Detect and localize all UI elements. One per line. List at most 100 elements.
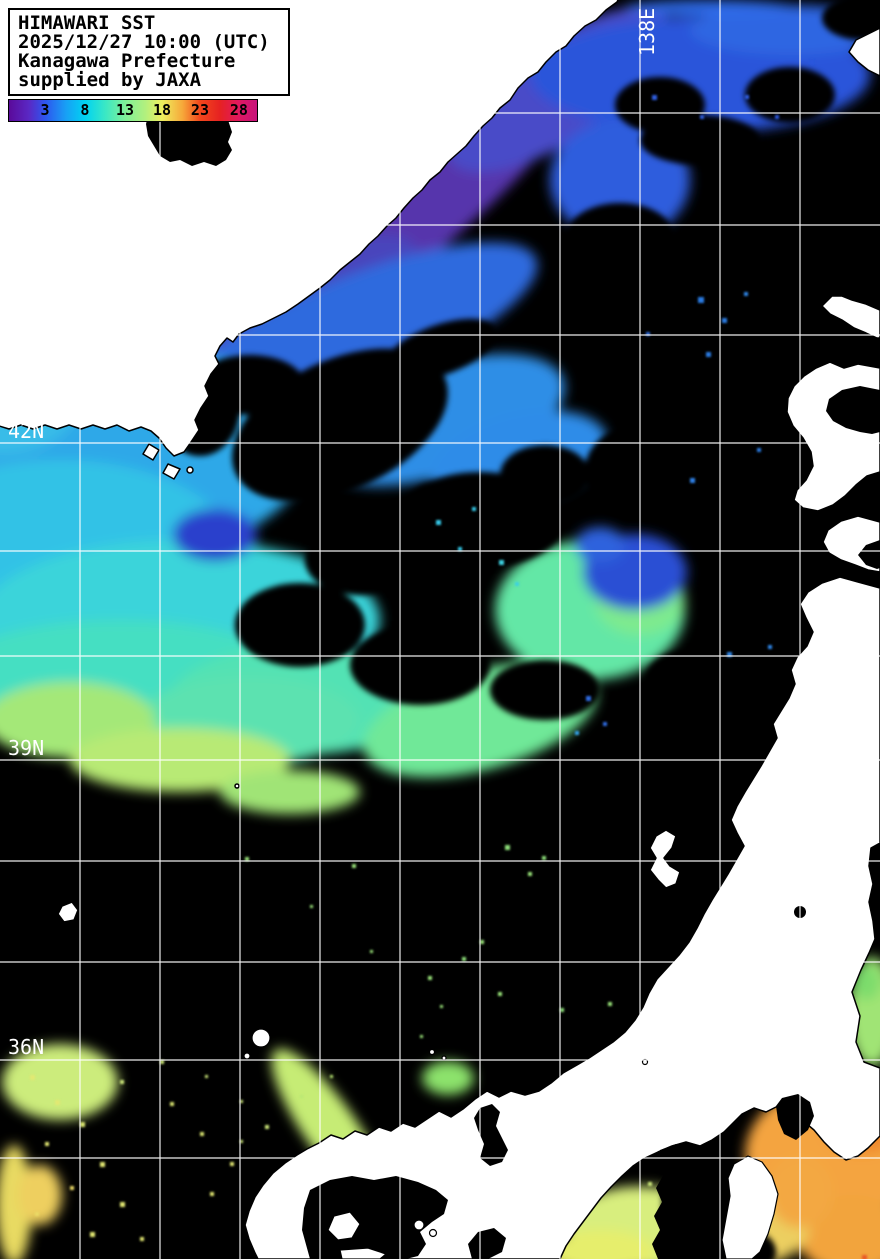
sst-speck: [330, 1075, 333, 1078]
sst-speck: [499, 560, 504, 565]
sst-speck: [608, 1002, 612, 1006]
land-hokkaido-tip: [821, 295, 880, 339]
colorbar-tick: 23: [190, 101, 209, 119]
sst-speck: [205, 1075, 208, 1078]
sst-speck: [170, 1102, 174, 1106]
sst-speck: [240, 1100, 243, 1103]
lake-biwa: [474, 1104, 508, 1166]
land-izu-peninsula: [721, 1155, 779, 1259]
sst-speck: [744, 292, 748, 296]
sst-speck: [698, 297, 704, 303]
sst-speck: [472, 507, 476, 511]
mutsu-bay: [858, 540, 880, 569]
sst-speck: [603, 722, 607, 726]
sst-speck: [727, 652, 732, 657]
sst-speck: [542, 856, 546, 860]
sst-speck: [70, 1186, 74, 1190]
land-islet: [413, 1219, 425, 1231]
land-oki-islet: [243, 1052, 251, 1060]
cloud-mask: [160, 0, 880, 1259]
sst-speck: [200, 1132, 204, 1136]
land-islet: [428, 1048, 436, 1056]
land-ulleung-island: [57, 901, 79, 923]
sst-speck: [45, 1142, 49, 1146]
land-honshu: [244, 576, 880, 1259]
sst-speck: [560, 1008, 564, 1012]
sst-speck: [775, 115, 779, 119]
sst-speck: [757, 448, 761, 452]
sst-speck: [768, 645, 772, 649]
colorbar-tick: 8: [80, 101, 90, 119]
sst-speck: [310, 905, 313, 908]
uchiura-bay: [826, 386, 880, 434]
sst-speck: [80, 1122, 85, 1127]
sst-speck: [90, 1232, 95, 1237]
colorbar-tick: 28: [229, 101, 248, 119]
sst-speck: [458, 547, 462, 551]
sst-speck: [120, 1202, 125, 1207]
colorbar-tick: 3: [40, 101, 50, 119]
land-coastal-islet: [162, 463, 181, 480]
sst-speck: [575, 731, 579, 735]
colorbar-tick: 18: [152, 101, 172, 119]
sst-speck: [722, 318, 727, 323]
sst-speck: [648, 1182, 652, 1186]
sst-speck: [745, 95, 749, 99]
land-oki-island: [251, 1028, 271, 1048]
colorbar-tick: 13: [116, 101, 135, 119]
map-title: HIMAWARI SST: [18, 12, 156, 34]
sst-speck: [462, 957, 466, 961]
sst-speck: [646, 332, 650, 336]
sst-speck: [498, 992, 502, 996]
sst-speck: [100, 1162, 105, 1167]
land-islet: [428, 1228, 438, 1238]
graticule-labels: 42N 39N 36N 138E: [8, 8, 659, 1059]
land-shikoku-edge: [339, 1247, 387, 1259]
sst-speck: [480, 940, 484, 944]
sst-speck: [300, 1095, 303, 1098]
sst-speck: [352, 864, 356, 868]
sst-speck: [690, 478, 695, 483]
lat-label-36n: 36N: [8, 1035, 44, 1059]
sst-speck: [55, 1100, 60, 1105]
map-region: Kanagawa Prefecture: [18, 50, 236, 72]
map-datetime: 2025/12/27 10:00 (UTC): [18, 31, 270, 53]
sst-speck: [515, 582, 519, 586]
lat-label-42n: 42N: [8, 419, 44, 443]
sst-speck: [140, 1237, 144, 1241]
sst-speck: [35, 1212, 39, 1216]
osaka-bay: [468, 1228, 506, 1259]
land-sado-island: [649, 829, 681, 889]
map-credit: supplied by JAXA: [18, 69, 202, 91]
land-seto-island: [327, 1211, 361, 1241]
sst-speck: [440, 1005, 443, 1008]
lon-label-138e: 138E: [635, 8, 659, 56]
sst-speck: [210, 1192, 214, 1196]
sst-speck: [652, 95, 657, 100]
land-hokkaido-sliver: [848, 27, 880, 77]
sst-speck: [160, 1060, 164, 1064]
tokyo-bay: [776, 1094, 814, 1140]
sst-speck: [420, 1035, 423, 1038]
sst-speck: [700, 115, 704, 119]
sst-speck: [528, 872, 532, 876]
sst-speck: [810, 60, 814, 64]
sst-speck: [120, 1080, 124, 1084]
sst-speck: [505, 845, 510, 850]
title-box: HIMAWARI SST 2025/12/27 10:00 (UTC) Kana…: [8, 8, 290, 96]
sst-speck: [240, 1140, 243, 1143]
sst-speck: [862, 1255, 867, 1259]
land-rock-islet: [234, 783, 240, 789]
sst-speck: [30, 1075, 35, 1080]
sst-speck: [370, 950, 373, 953]
sst-speck: [586, 696, 591, 701]
land-coastal-islet: [142, 443, 160, 461]
sst-colorbar: 3 8 13 18 23 28: [8, 99, 258, 122]
sst-speck: [245, 857, 249, 861]
lat-label-39n: 39N: [8, 736, 44, 760]
ise-cloud-band: [652, 1144, 726, 1259]
sst-speck: [436, 520, 441, 525]
